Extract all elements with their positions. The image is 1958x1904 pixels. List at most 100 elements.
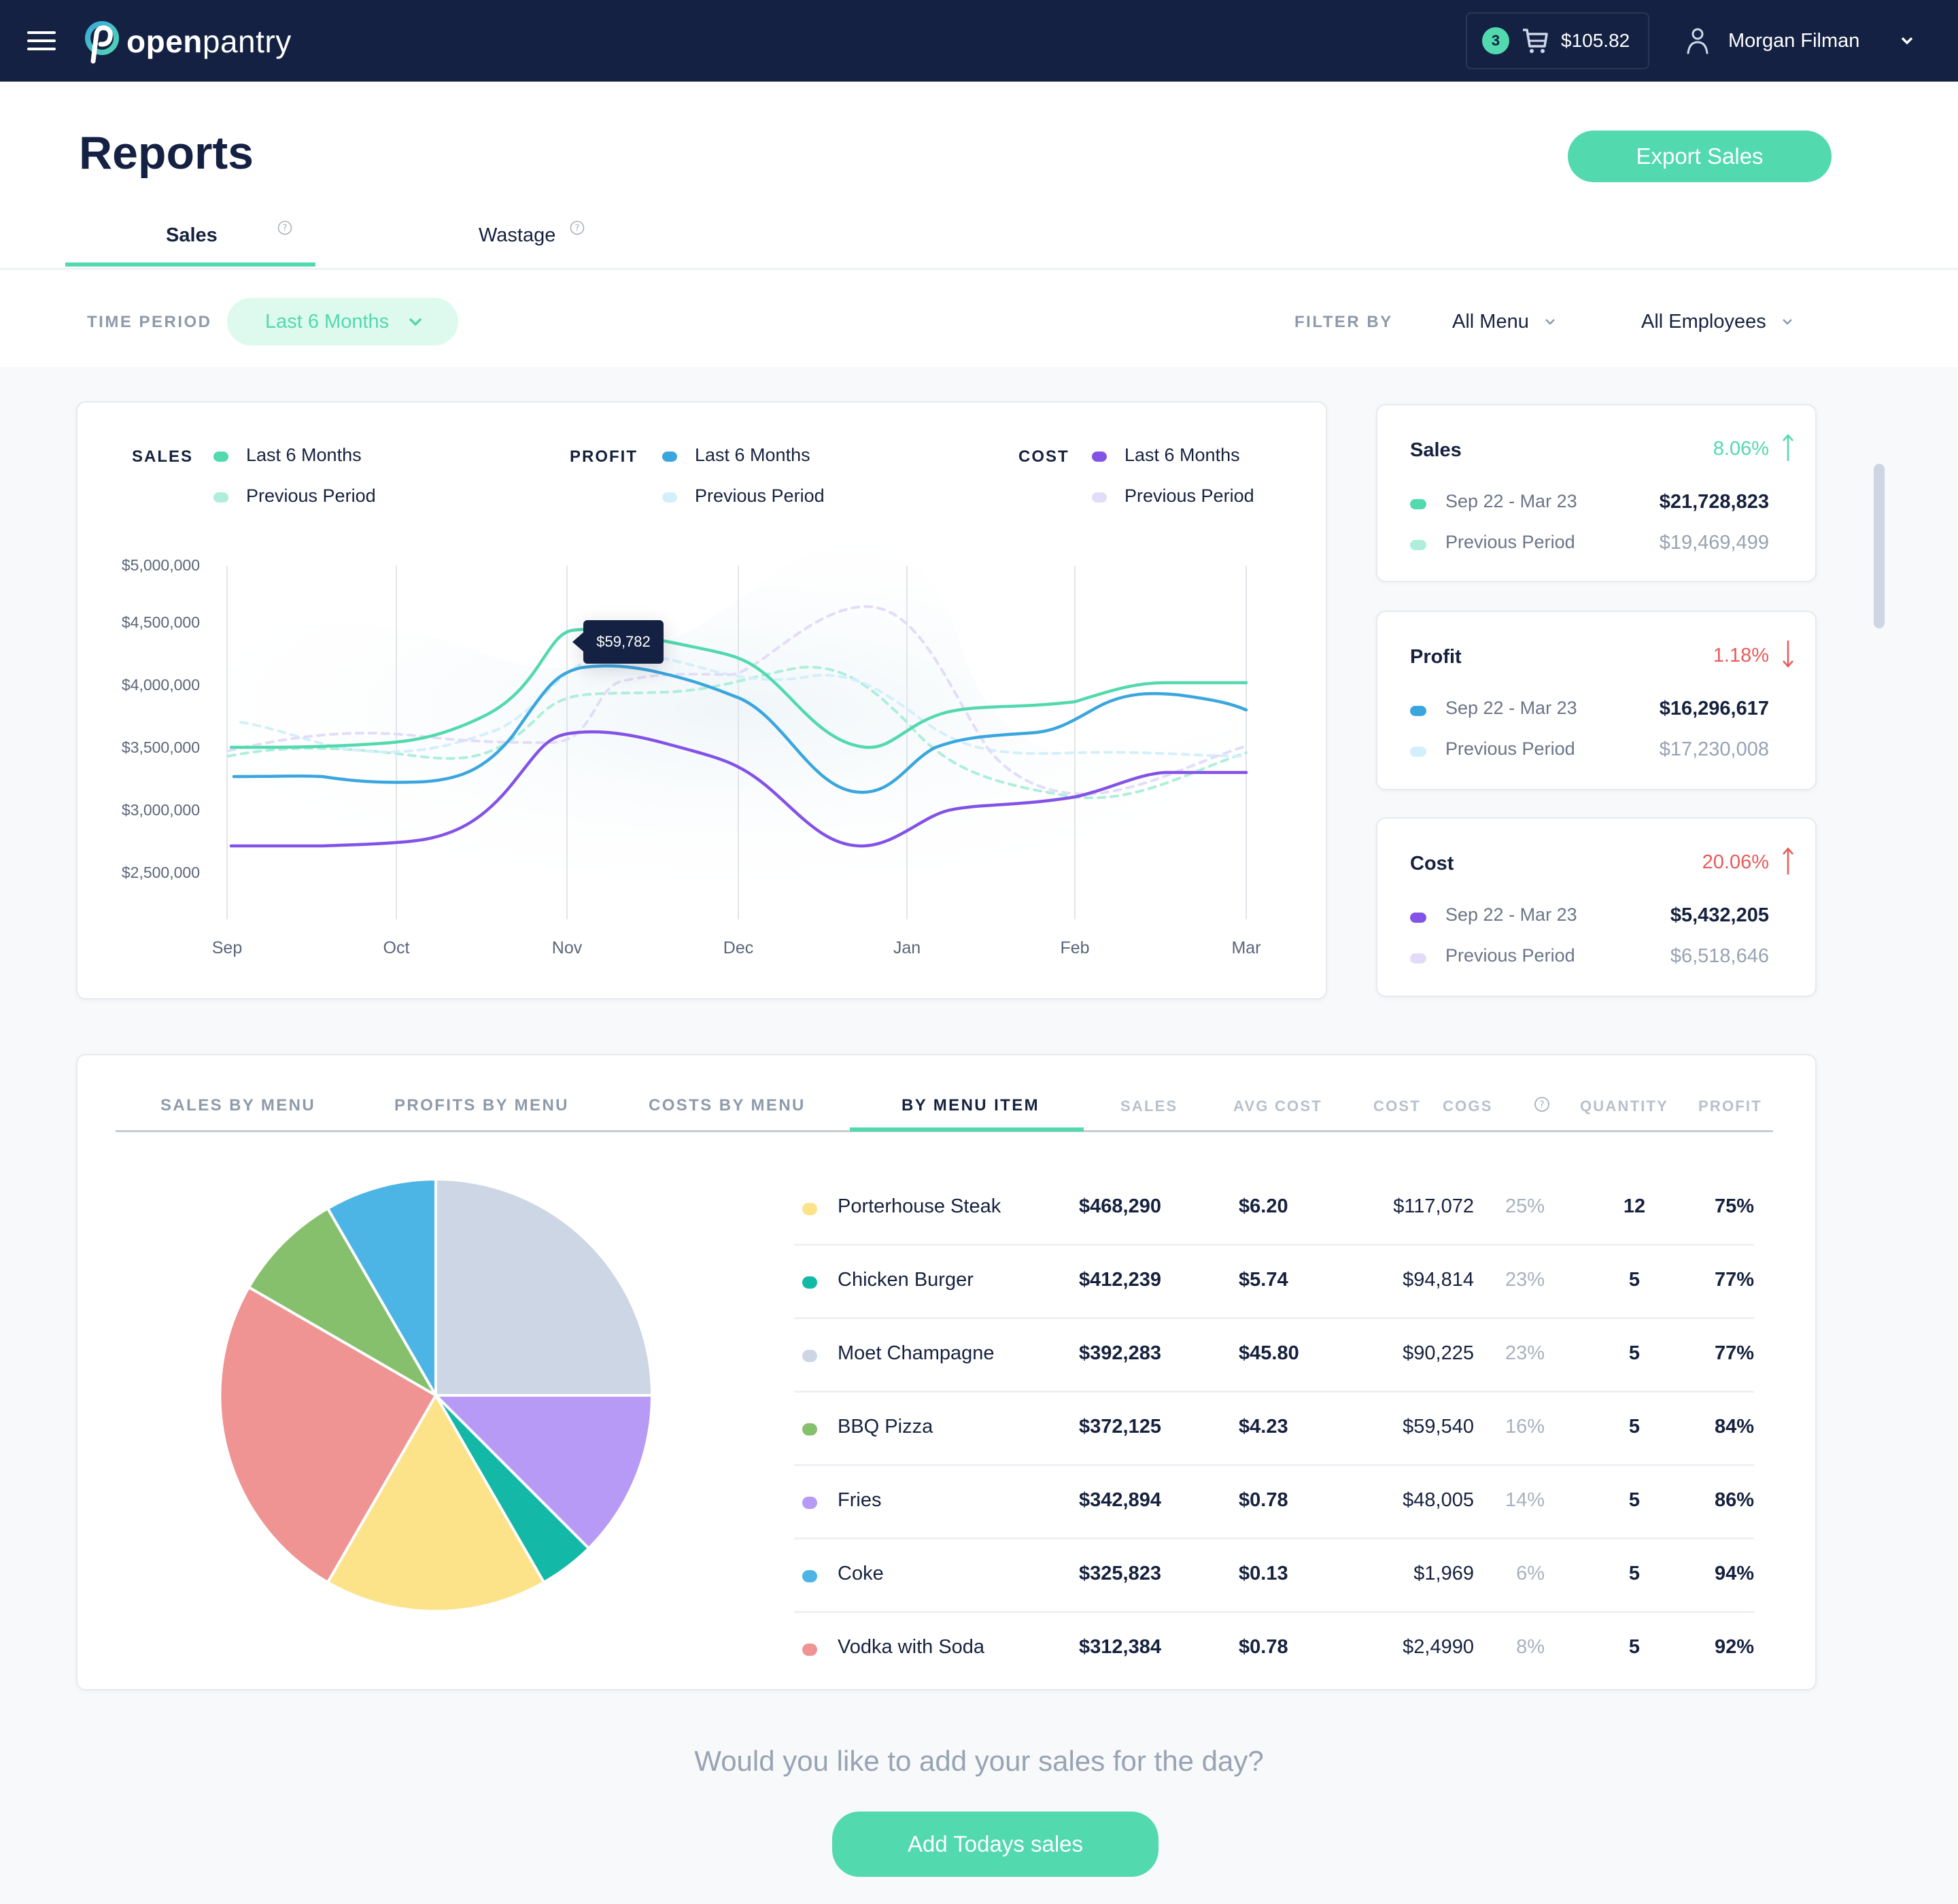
add-todays-sales-button[interactable]: Add Todays sales: [832, 1812, 1158, 1877]
current-period-label: Sep 22 - Mar 23: [1445, 698, 1577, 718]
column-header-profit[interactable]: PROFIT: [1698, 1098, 1762, 1115]
column-header-avg-cost[interactable]: AVG COST: [1233, 1098, 1322, 1115]
item-color-dot: [802, 1644, 817, 1656]
summary-title: Profit: [1410, 646, 1462, 668]
filter-bar: TIME PERIOD Last 6 Months FILTER BY All …: [0, 271, 1958, 367]
current-period-label: Sep 22 - Mar 23: [1445, 904, 1577, 925]
y-axis-tick: $4,500,000: [121, 613, 200, 631]
column-header-quantity[interactable]: QUANTITY: [1580, 1098, 1669, 1115]
time-period-dropdown[interactable]: Last 6 Months: [227, 298, 458, 345]
table-row[interactable]: Moet Champagne $392,283 $45.80 $90,225 2…: [794, 1319, 1754, 1393]
sales-profit-cost-chart-card: SALES Last 6 Months Previous Period PROF…: [76, 401, 1327, 1000]
legend-sales-previous[interactable]: Previous Period: [246, 486, 376, 506]
item-avg-cost: $45.80: [1239, 1342, 1299, 1364]
item-cost: $90,225: [1403, 1342, 1474, 1364]
column-header-cogs[interactable]: COGS: [1443, 1098, 1504, 1115]
menu-icon[interactable]: [27, 30, 56, 52]
page-header: Reports Export Sales Sales ? Wastage ?: [0, 82, 1958, 269]
item-cost: $1,969: [1413, 1563, 1474, 1584]
chevron-down-icon: [1902, 37, 1913, 45]
shopping-cart-icon: [1523, 29, 1548, 53]
item-profit: 77%: [1714, 1342, 1754, 1364]
item-cogs: 8%: [1516, 1636, 1545, 1658]
table-row[interactable]: Coke $325,823 $0.13 $1,969 6% 5 94%: [794, 1540, 1754, 1613]
tab-wastage[interactable]: Wastage ?: [435, 215, 612, 265]
legend-profit-current[interactable]: Last 6 Months: [695, 445, 810, 465]
item-quantity: 5: [1628, 1342, 1641, 1364]
table-row[interactable]: Porterhouse Steak $468,290 $6.20 $117,07…: [794, 1172, 1754, 1246]
help-icon[interactable]: ?: [570, 220, 585, 235]
legend-profit-current-dot: [662, 452, 677, 462]
tab-by-menu-item[interactable]: BY MENU ITEM: [901, 1096, 1040, 1115]
summary-title: Sales: [1410, 439, 1462, 461]
previous-period-dot: [1410, 540, 1426, 550]
column-header-cost[interactable]: COST: [1373, 1098, 1421, 1115]
export-sales-button[interactable]: Export Sales: [1568, 131, 1832, 182]
arrow-up-icon: [1783, 434, 1793, 461]
item-sales: $325,823: [1079, 1563, 1161, 1584]
user-icon: [1687, 28, 1708, 54]
help-icon[interactable]: ?: [277, 220, 292, 235]
x-axis-tick: Mar: [1231, 938, 1261, 957]
legend-cost-current[interactable]: Last 6 Months: [1124, 445, 1240, 465]
current-period-dot: [1410, 499, 1426, 509]
x-axis-tick: Jan: [893, 938, 921, 957]
item-color-dot: [802, 1350, 817, 1362]
previous-period-value: $19,469,499: [1659, 532, 1769, 554]
column-header-sales[interactable]: SALES: [1120, 1098, 1178, 1115]
menu-filter-dropdown[interactable]: All Menu: [1452, 298, 1556, 345]
table-row[interactable]: Fries $342,894 $0.78 $48,005 14% 5 86%: [794, 1466, 1754, 1540]
tab-profits-by-menu[interactable]: PROFITS BY MENU: [394, 1096, 569, 1115]
legend-cost-previous[interactable]: Previous Period: [1124, 486, 1254, 506]
openpantry-logo[interactable]: openpantry: [80, 18, 292, 65]
cart-button[interactable]: 3 $105.82: [1466, 12, 1649, 69]
item-sales: $372,125: [1079, 1416, 1161, 1438]
chevron-down-icon: [1545, 319, 1555, 325]
active-tab-indicator: [850, 1127, 1084, 1132]
top-navigation-bar: openpantry 3 $105.82 Morgan Filman: [0, 0, 1958, 82]
chevron-down-icon: [1782, 319, 1792, 325]
item-avg-cost: $5.74: [1239, 1269, 1288, 1291]
item-cogs: 23%: [1505, 1342, 1545, 1364]
item-avg-cost: $4.23: [1239, 1416, 1288, 1438]
item-profit: 94%: [1714, 1563, 1754, 1584]
svg-text:?: ?: [1539, 1100, 1544, 1110]
tab-sales-by-menu[interactable]: SALES BY MENU: [160, 1096, 316, 1115]
y-axis-tick: $4,000,000: [121, 676, 200, 694]
active-tab-indicator: [65, 262, 315, 267]
item-name: Moet Champagne: [838, 1342, 995, 1364]
y-axis-tick: $3,500,000: [121, 738, 200, 756]
table-row[interactable]: Vodka with Soda $312,384 $0.78 $2,4990 8…: [794, 1613, 1754, 1686]
legend-sales-current[interactable]: Last 6 Months: [246, 445, 362, 465]
table-row[interactable]: BBQ Pizza $372,125 $4.23 $59,540 16% 5 8…: [794, 1393, 1754, 1466]
previous-period-label: Previous Period: [1445, 532, 1575, 552]
scrollbar-thumb[interactable]: [1874, 464, 1885, 628]
add-sales-prompt: Would you like to add your sales for the…: [694, 1745, 1264, 1777]
item-profit: 77%: [1714, 1269, 1754, 1291]
current-period-label: Sep 22 - Mar 23: [1445, 491, 1577, 511]
tab-sales[interactable]: Sales ?: [65, 215, 315, 265]
legend-cost-title: COST: [1018, 447, 1069, 466]
summary-card-cost[interactable]: Cost 20.06% Sep 22 - Mar 23 $5,432,205 P…: [1376, 817, 1817, 997]
item-cogs: 6%: [1516, 1563, 1545, 1584]
menu-item-pie-chart[interactable]: [78, 1055, 785, 1692]
summary-card-sales[interactable]: Sales 8.06% Sep 22 - Mar 23 $21,728,823 …: [1376, 404, 1817, 582]
employees-filter-dropdown[interactable]: All Employees: [1641, 298, 1793, 345]
employees-filter-value: All Employees: [1641, 310, 1766, 333]
logo-wordmark: openpantry: [126, 24, 292, 59]
tab-costs-by-menu[interactable]: COSTS BY MENU: [649, 1096, 806, 1115]
previous-period-value: $6,518,646: [1670, 945, 1769, 967]
previous-period-dot: [1410, 953, 1426, 964]
summary-card-profit[interactable]: Profit 1.18% Sep 22 - Mar 23 $16,296,617…: [1376, 611, 1817, 790]
tab-label: Wastage: [479, 224, 556, 246]
line-chart-plot[interactable]: [78, 403, 1328, 1001]
chart-tooltip: $59,782: [572, 620, 664, 664]
table-row[interactable]: Chicken Burger $412,239 $5.74 $94,814 23…: [794, 1246, 1754, 1319]
previous-period-value: $17,230,008: [1659, 738, 1769, 760]
y-axis-tick: $5,000,000: [121, 556, 200, 574]
help-icon[interactable]: ?: [1534, 1096, 1550, 1112]
item-quantity: 5: [1628, 1563, 1641, 1584]
item-profit: 86%: [1714, 1489, 1754, 1511]
user-menu[interactable]: Morgan Filman: [1686, 20, 1914, 61]
legend-profit-previous[interactable]: Previous Period: [695, 486, 825, 506]
